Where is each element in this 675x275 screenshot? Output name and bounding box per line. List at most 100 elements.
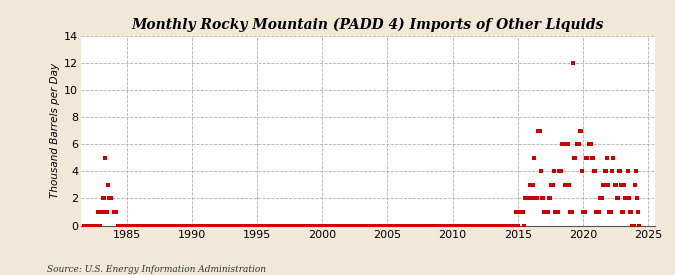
- Point: [578, 210, 589, 214]
- Point: [184, 223, 195, 228]
- Point: [347, 223, 358, 228]
- Point: [395, 223, 406, 228]
- Point: [128, 223, 138, 228]
- Point: [462, 223, 473, 228]
- Point: [286, 223, 297, 228]
- Point: [450, 223, 460, 228]
- Point: [134, 223, 145, 228]
- Point: [506, 223, 517, 228]
- Point: [537, 196, 548, 200]
- Point: [332, 223, 343, 228]
- Point: [398, 223, 409, 228]
- Point: [559, 183, 570, 187]
- Point: [417, 223, 428, 228]
- Point: [498, 223, 509, 228]
- Point: [430, 223, 441, 228]
- Point: [583, 142, 594, 146]
- Point: [587, 156, 598, 160]
- Point: [481, 223, 491, 228]
- Point: [230, 223, 241, 228]
- Point: [302, 223, 313, 228]
- Point: [606, 210, 617, 214]
- Point: [460, 223, 471, 228]
- Title: Monthly Rocky Mountain (PADD 4) Imports of Other Liquids: Monthly Rocky Mountain (PADD 4) Imports …: [132, 17, 604, 32]
- Point: [118, 223, 129, 228]
- Point: [539, 210, 549, 214]
- Point: [406, 223, 416, 228]
- Point: [596, 196, 607, 200]
- Point: [453, 223, 464, 228]
- Point: [147, 223, 158, 228]
- Point: [232, 223, 243, 228]
- Point: [330, 223, 341, 228]
- Point: [280, 223, 291, 228]
- Point: [601, 156, 612, 160]
- Point: [180, 223, 191, 228]
- Point: [111, 210, 122, 214]
- Point: [91, 223, 102, 228]
- Point: [484, 223, 495, 228]
- Point: [516, 210, 526, 214]
- Point: [461, 223, 472, 228]
- Point: [518, 210, 529, 214]
- Point: [267, 223, 277, 228]
- Point: [443, 223, 454, 228]
- Point: [630, 183, 641, 187]
- Point: [82, 223, 93, 228]
- Point: [547, 183, 558, 187]
- Point: [502, 223, 512, 228]
- Point: [234, 223, 245, 228]
- Point: [437, 223, 448, 228]
- Point: [356, 223, 367, 228]
- Point: [612, 196, 622, 200]
- Point: [373, 223, 384, 228]
- Point: [595, 196, 605, 200]
- Point: [618, 210, 628, 214]
- Point: [392, 223, 402, 228]
- Point: [456, 223, 467, 228]
- Text: Source: U.S. Energy Information Administration: Source: U.S. Energy Information Administ…: [47, 265, 266, 274]
- Point: [472, 223, 483, 228]
- Y-axis label: Thousand Barrels per Day: Thousand Barrels per Day: [50, 63, 60, 198]
- Point: [431, 223, 441, 228]
- Point: [132, 223, 143, 228]
- Point: [254, 223, 265, 228]
- Point: [497, 223, 508, 228]
- Point: [500, 223, 510, 228]
- Point: [136, 223, 147, 228]
- Point: [97, 196, 108, 200]
- Point: [441, 223, 452, 228]
- Point: [590, 169, 601, 174]
- Point: [163, 223, 173, 228]
- Point: [626, 210, 637, 214]
- Point: [544, 196, 555, 200]
- Point: [202, 223, 213, 228]
- Point: [83, 223, 94, 228]
- Point: [429, 223, 439, 228]
- Point: [88, 223, 99, 228]
- Point: [102, 210, 113, 214]
- Point: [551, 210, 562, 214]
- Point: [433, 223, 444, 228]
- Point: [568, 61, 578, 65]
- Point: [458, 223, 469, 228]
- Point: [530, 196, 541, 200]
- Point: [519, 223, 530, 228]
- Point: [607, 169, 618, 174]
- Point: [394, 223, 405, 228]
- Point: [400, 223, 411, 228]
- Point: [317, 223, 327, 228]
- Point: [103, 183, 113, 187]
- Point: [605, 210, 616, 214]
- Point: [219, 223, 230, 228]
- Point: [389, 223, 400, 228]
- Point: [580, 210, 591, 214]
- Point: [343, 223, 354, 228]
- Point: [545, 196, 556, 200]
- Point: [90, 223, 101, 228]
- Point: [620, 196, 631, 200]
- Point: [622, 169, 633, 174]
- Point: [85, 223, 96, 228]
- Point: [477, 223, 487, 228]
- Point: [537, 196, 547, 200]
